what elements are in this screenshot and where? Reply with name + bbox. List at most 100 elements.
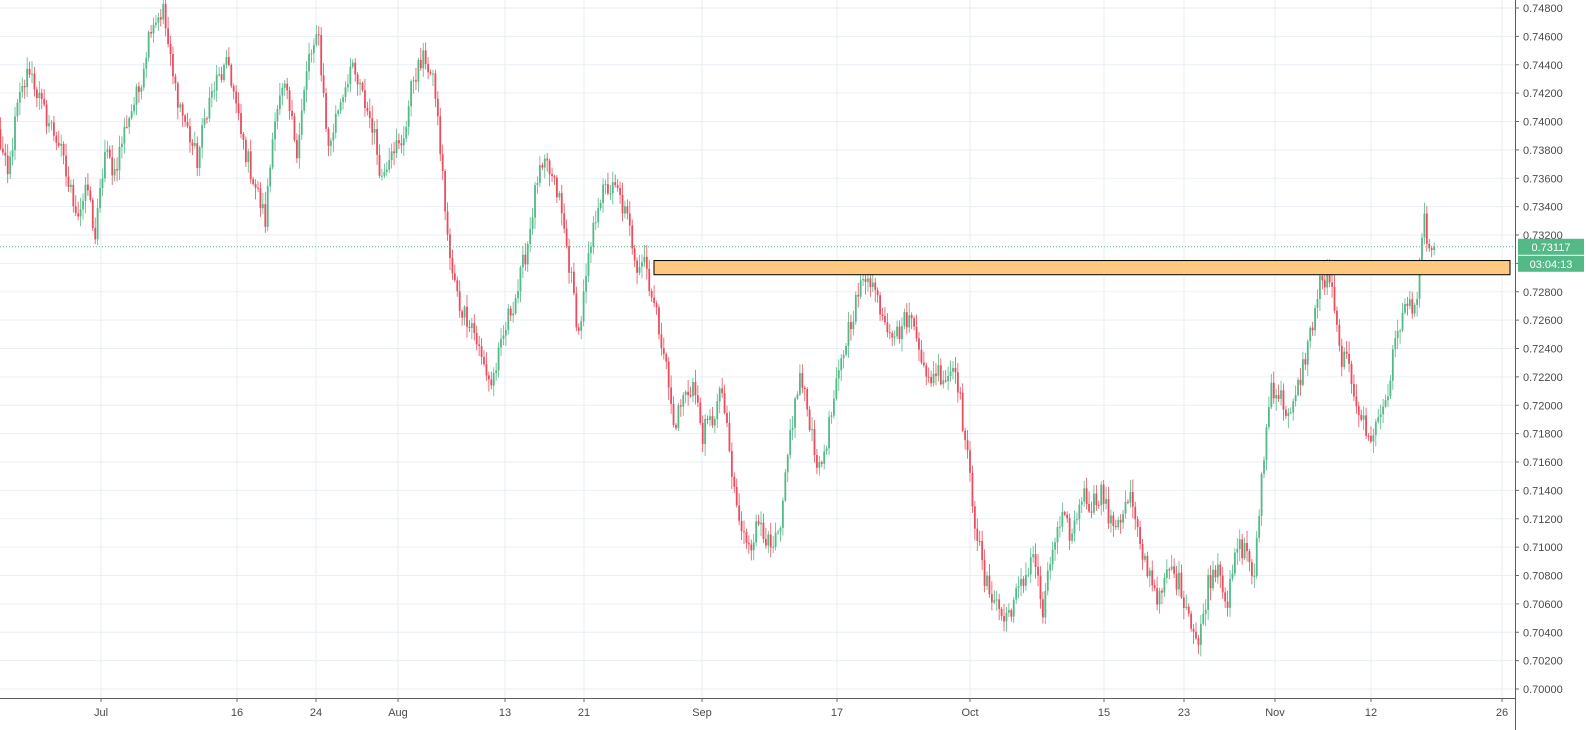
candle-body [1413, 304, 1416, 314]
candle-body [468, 326, 471, 328]
candle [257, 181, 259, 193]
candle [288, 86, 291, 120]
candle-body [718, 388, 721, 402]
candle [40, 88, 43, 110]
candle-body [89, 190, 92, 200]
candle-body [28, 68, 31, 75]
candle [1032, 545, 1035, 563]
candle [1039, 566, 1042, 609]
candle-body [825, 448, 828, 452]
candle [376, 119, 378, 166]
candle-body [1323, 280, 1326, 288]
candle [167, 16, 169, 48]
candle [682, 392, 685, 416]
candle [587, 241, 590, 283]
candle-body [672, 403, 675, 425]
candle [556, 175, 558, 204]
candle [990, 581, 993, 611]
candle [322, 63, 325, 98]
candle [828, 411, 830, 456]
candle [480, 337, 483, 365]
candle [1270, 373, 1273, 410]
candle-body [835, 378, 838, 399]
candle [1311, 321, 1314, 336]
candle [500, 327, 502, 356]
candle-body [526, 244, 529, 265]
candle [349, 57, 352, 93]
candle [67, 166, 70, 193]
candle-body [33, 73, 36, 90]
candle [1292, 398, 1295, 421]
candle-body [1156, 588, 1159, 605]
candle [1068, 513, 1071, 551]
candle-body [891, 333, 894, 338]
candle [466, 294, 468, 338]
candle-body [1042, 599, 1044, 618]
candle-body [944, 380, 947, 382]
candle-body [142, 68, 145, 88]
candle [11, 137, 14, 166]
candle [619, 181, 621, 204]
candle [592, 216, 595, 255]
candle-body [436, 98, 439, 117]
candle [665, 352, 668, 369]
candle-body [842, 354, 845, 359]
candle-body [624, 206, 626, 214]
candle [689, 386, 692, 398]
candle [638, 254, 641, 276]
candle-body [1153, 585, 1156, 589]
candle-body [1260, 473, 1263, 516]
candle [1024, 562, 1027, 591]
candle [351, 59, 354, 69]
candle-body [1112, 515, 1115, 527]
candle-body [1007, 610, 1010, 613]
candle-body [1299, 379, 1302, 385]
candle-body [1190, 613, 1193, 629]
candle [1362, 406, 1365, 431]
candle [915, 314, 918, 342]
candle-body [463, 306, 466, 318]
candle [740, 511, 743, 541]
x-tick-label: Nov [1265, 707, 1285, 719]
candle-body [709, 416, 711, 420]
candle-body [628, 213, 631, 226]
candle-body [901, 326, 903, 340]
candle [113, 158, 116, 182]
candle-body [466, 306, 468, 327]
y-tick-label: 0.70200 [1523, 656, 1563, 668]
candle-body [259, 188, 262, 209]
candle [9, 151, 12, 179]
candle [641, 254, 643, 279]
candle [1020, 568, 1022, 597]
candle [784, 468, 787, 503]
candle [451, 249, 454, 280]
resistance-zone[interactable] [653, 260, 1511, 276]
candle [283, 79, 286, 96]
candle [672, 396, 675, 428]
candle [405, 120, 408, 142]
candle [1144, 552, 1146, 563]
candle [159, 9, 162, 27]
candle-body [1005, 612, 1008, 622]
candle-body [60, 143, 63, 146]
candle [806, 387, 809, 417]
candle [364, 78, 366, 117]
candle [1139, 520, 1141, 550]
candle [1010, 608, 1013, 622]
candle [373, 120, 376, 145]
candle [128, 116, 131, 134]
candle-body [998, 599, 1001, 610]
candle [1090, 501, 1093, 519]
candle [590, 242, 592, 264]
candle [745, 528, 748, 549]
candle-body [266, 186, 269, 227]
candle-body [50, 122, 53, 124]
candle-body [772, 546, 775, 548]
candle-body [573, 271, 575, 294]
candle [563, 203, 566, 234]
x-tick-label: 26 [1496, 707, 1508, 719]
candle-body [1292, 401, 1295, 413]
candle-body [441, 154, 444, 172]
candle-body [847, 322, 850, 346]
candle-body [767, 534, 770, 546]
